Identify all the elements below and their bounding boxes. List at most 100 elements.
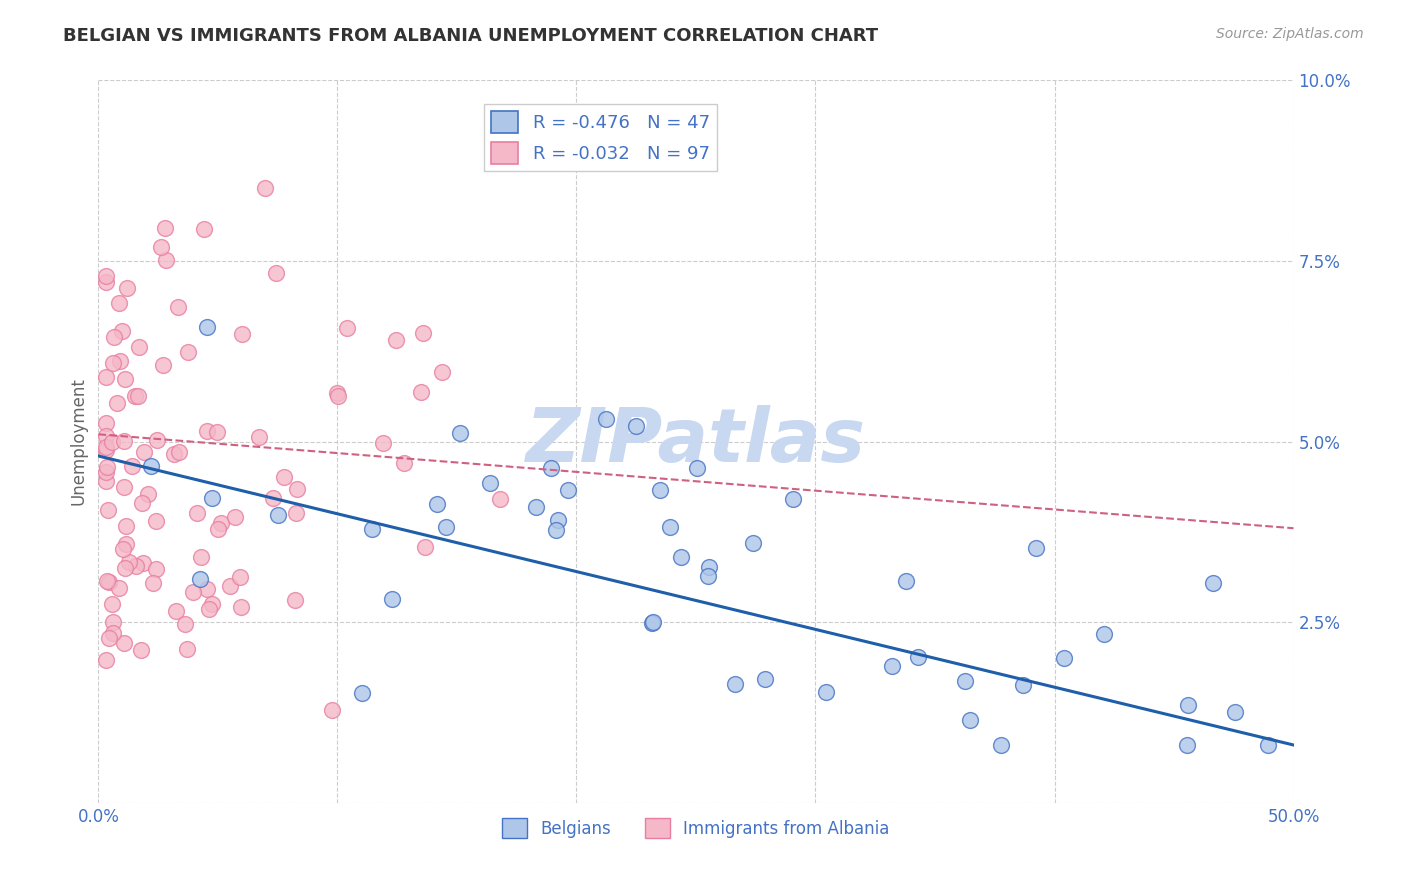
Point [247, 430, 270, 444]
Point [195, 582, 218, 597]
Point [696, 569, 718, 583]
Point [167, 445, 190, 459]
Point [953, 673, 976, 688]
Point [100, 597, 122, 611]
Point [392, 456, 415, 470]
Point [94, 416, 117, 430]
Point [488, 491, 510, 506]
Point [111, 542, 134, 557]
Text: BELGIAN VS IMMIGRANTS FROM ALBANIA UNEMPLOYMENT CORRELATION CHART: BELGIAN VS IMMIGRANTS FROM ALBANIA UNEMP… [63, 27, 879, 45]
Point [218, 579, 240, 593]
Point [118, 555, 141, 569]
Point [128, 340, 150, 354]
Point [1011, 678, 1033, 692]
Point [112, 636, 135, 650]
Point [352, 686, 374, 700]
Point [381, 592, 404, 607]
Point [207, 522, 229, 536]
Point [97, 503, 120, 517]
Point [101, 356, 124, 370]
Point [115, 537, 138, 551]
Point [262, 491, 284, 506]
Point [224, 509, 246, 524]
Point [326, 386, 349, 401]
Point [94, 429, 117, 443]
Point [409, 385, 432, 400]
Point [195, 320, 218, 334]
Point [186, 506, 208, 520]
Point [201, 597, 224, 611]
Point [108, 581, 131, 595]
Point [165, 604, 187, 618]
Point [96, 459, 118, 474]
Point [201, 491, 224, 506]
Point [163, 447, 186, 461]
Point [145, 514, 167, 528]
Point [166, 300, 188, 314]
Point [94, 443, 117, 458]
Point [1177, 698, 1199, 712]
Point [285, 507, 308, 521]
Point [659, 520, 682, 534]
Point [94, 653, 117, 667]
Point [94, 440, 117, 454]
Point [183, 584, 205, 599]
Point [285, 483, 308, 497]
Point [1223, 706, 1246, 720]
Text: ZIPatlas: ZIPatlas [526, 405, 866, 478]
Point [641, 616, 664, 631]
Point [132, 445, 155, 459]
Point [1025, 541, 1047, 555]
Point [686, 461, 709, 475]
Point [155, 252, 177, 267]
Point [882, 659, 904, 673]
Point [145, 561, 167, 575]
Point [146, 433, 169, 447]
Point [273, 470, 295, 484]
Point [94, 276, 117, 290]
Point [449, 426, 471, 441]
Point [754, 672, 776, 686]
Point [412, 326, 434, 340]
Point [111, 324, 134, 338]
Point [114, 372, 136, 386]
Point [124, 389, 146, 403]
Point [103, 626, 125, 640]
Point [188, 572, 211, 586]
Point [328, 389, 350, 403]
Point [524, 500, 547, 515]
Point [114, 561, 136, 575]
Point [253, 181, 276, 195]
Point [267, 508, 290, 522]
Point [371, 436, 394, 450]
Point [1257, 738, 1279, 752]
Point [96, 574, 118, 589]
Point [98, 632, 121, 646]
Point [1092, 626, 1115, 640]
Point [193, 222, 215, 236]
Point [540, 461, 562, 475]
Point [94, 474, 117, 488]
Point [209, 516, 232, 530]
Point [547, 513, 569, 527]
Point [229, 570, 252, 584]
Point [426, 497, 449, 511]
Point [385, 334, 408, 348]
Point [152, 359, 174, 373]
Point [546, 524, 568, 538]
Point [129, 642, 152, 657]
Point [266, 266, 288, 280]
Legend: Belgians, Immigrants from Albania: Belgians, Immigrants from Albania [496, 812, 896, 845]
Point [557, 483, 579, 497]
Point [153, 221, 176, 235]
Point [742, 536, 765, 550]
Point [94, 268, 117, 283]
Point [177, 345, 200, 359]
Point [127, 389, 149, 403]
Point [648, 483, 671, 497]
Point [724, 677, 747, 691]
Point [198, 602, 221, 616]
Point [94, 370, 117, 384]
Point [1202, 576, 1225, 591]
Point [782, 491, 804, 506]
